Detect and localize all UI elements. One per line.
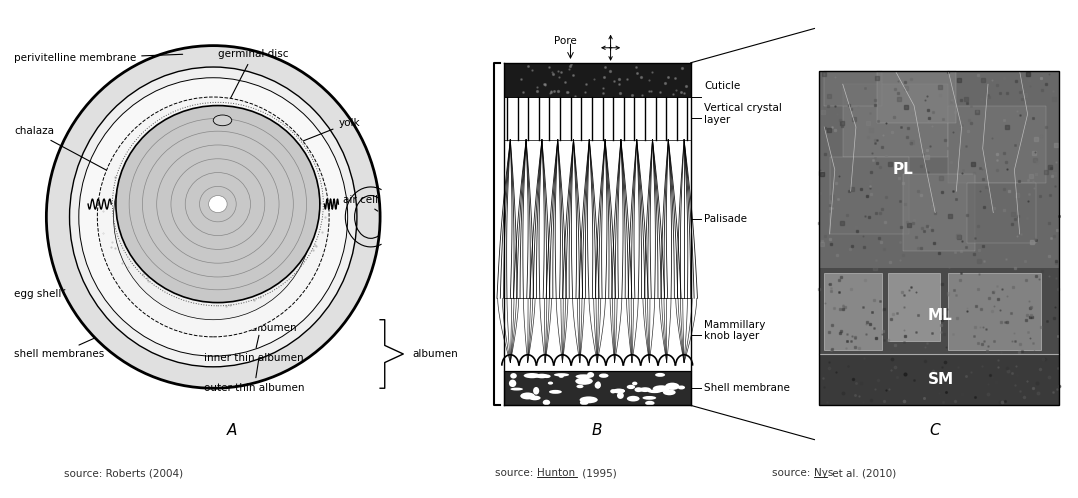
Text: (1995): (1995) bbox=[579, 468, 617, 478]
Polygon shape bbox=[819, 354, 1060, 405]
Ellipse shape bbox=[79, 78, 347, 356]
Ellipse shape bbox=[639, 387, 651, 392]
Polygon shape bbox=[503, 371, 691, 405]
Ellipse shape bbox=[588, 372, 594, 377]
Ellipse shape bbox=[510, 387, 523, 390]
Text: Mammillary
knob layer: Mammillary knob layer bbox=[704, 320, 765, 341]
Polygon shape bbox=[503, 298, 691, 371]
Ellipse shape bbox=[69, 67, 357, 367]
Ellipse shape bbox=[509, 379, 516, 387]
Ellipse shape bbox=[536, 374, 549, 378]
Text: B: B bbox=[592, 423, 603, 438]
Text: Palisade: Palisade bbox=[704, 214, 747, 224]
Text: SM: SM bbox=[927, 372, 954, 387]
Polygon shape bbox=[503, 63, 691, 97]
Ellipse shape bbox=[46, 46, 381, 388]
Polygon shape bbox=[819, 71, 1060, 405]
Ellipse shape bbox=[548, 381, 553, 384]
Text: source:: source: bbox=[495, 468, 537, 478]
Ellipse shape bbox=[558, 375, 564, 378]
Text: A: A bbox=[226, 423, 237, 438]
Polygon shape bbox=[887, 272, 940, 341]
Ellipse shape bbox=[642, 396, 657, 400]
Text: Cuticle: Cuticle bbox=[704, 81, 741, 91]
Text: source: Roberts (2004): source: Roberts (2004) bbox=[65, 468, 183, 478]
Ellipse shape bbox=[542, 400, 550, 405]
Text: Pore: Pore bbox=[554, 36, 577, 46]
Ellipse shape bbox=[596, 381, 600, 388]
Text: et al. (2010): et al. (2010) bbox=[829, 468, 896, 478]
Text: PL: PL bbox=[893, 162, 914, 177]
Polygon shape bbox=[819, 71, 1060, 268]
Text: egg shell: egg shell bbox=[14, 289, 65, 299]
Text: Hunton: Hunton bbox=[537, 468, 575, 478]
Text: Shell membrane: Shell membrane bbox=[704, 383, 790, 393]
Polygon shape bbox=[877, 71, 956, 123]
Ellipse shape bbox=[577, 384, 583, 388]
Ellipse shape bbox=[632, 381, 637, 385]
Text: Nys: Nys bbox=[814, 468, 833, 478]
Ellipse shape bbox=[113, 114, 313, 320]
Ellipse shape bbox=[620, 389, 625, 392]
Ellipse shape bbox=[524, 373, 540, 378]
Ellipse shape bbox=[648, 389, 662, 393]
Text: source:: source: bbox=[772, 468, 814, 478]
Ellipse shape bbox=[549, 390, 562, 394]
Ellipse shape bbox=[529, 395, 541, 400]
Polygon shape bbox=[903, 174, 975, 251]
Ellipse shape bbox=[678, 385, 685, 389]
Polygon shape bbox=[830, 157, 909, 234]
Ellipse shape bbox=[610, 389, 616, 393]
Ellipse shape bbox=[617, 392, 624, 399]
Polygon shape bbox=[825, 272, 883, 350]
Ellipse shape bbox=[116, 106, 320, 303]
Ellipse shape bbox=[626, 385, 635, 389]
Text: thick albumen: thick albumen bbox=[222, 313, 298, 333]
Ellipse shape bbox=[612, 388, 625, 393]
Text: Vertical crystal
layer: Vertical crystal layer bbox=[704, 104, 782, 125]
Text: germinal disc: germinal disc bbox=[218, 49, 288, 112]
Text: chalaza: chalaza bbox=[14, 126, 127, 181]
Polygon shape bbox=[843, 84, 949, 157]
Ellipse shape bbox=[599, 374, 609, 378]
Ellipse shape bbox=[580, 396, 598, 403]
Polygon shape bbox=[967, 183, 1036, 243]
Ellipse shape bbox=[580, 400, 589, 405]
Text: C: C bbox=[930, 423, 940, 438]
Ellipse shape bbox=[665, 382, 679, 390]
Polygon shape bbox=[949, 106, 1046, 183]
Text: air cell: air cell bbox=[343, 195, 378, 211]
Text: inner thin albumen: inner thin albumen bbox=[204, 335, 304, 363]
Polygon shape bbox=[825, 71, 883, 106]
Ellipse shape bbox=[521, 392, 535, 399]
Ellipse shape bbox=[534, 387, 539, 394]
Ellipse shape bbox=[645, 401, 654, 405]
Ellipse shape bbox=[653, 385, 669, 392]
Ellipse shape bbox=[213, 115, 232, 125]
Ellipse shape bbox=[543, 374, 551, 378]
Text: perivitelline membrane: perivitelline membrane bbox=[14, 53, 182, 63]
Polygon shape bbox=[819, 268, 1060, 354]
Ellipse shape bbox=[554, 373, 569, 376]
Ellipse shape bbox=[576, 374, 592, 378]
Ellipse shape bbox=[655, 373, 665, 377]
Ellipse shape bbox=[576, 377, 593, 385]
Ellipse shape bbox=[510, 373, 516, 378]
Text: shell membranes: shell membranes bbox=[14, 338, 105, 359]
Text: ML: ML bbox=[928, 308, 953, 323]
Text: albumen: albumen bbox=[413, 349, 458, 359]
Text: outer thin albumen: outer thin albumen bbox=[204, 357, 304, 393]
Ellipse shape bbox=[635, 387, 642, 392]
Ellipse shape bbox=[97, 97, 329, 337]
Ellipse shape bbox=[663, 389, 676, 395]
Polygon shape bbox=[949, 272, 1041, 350]
Ellipse shape bbox=[595, 382, 600, 388]
Ellipse shape bbox=[627, 396, 639, 401]
Ellipse shape bbox=[209, 196, 227, 213]
Text: yolk: yolk bbox=[276, 118, 360, 152]
